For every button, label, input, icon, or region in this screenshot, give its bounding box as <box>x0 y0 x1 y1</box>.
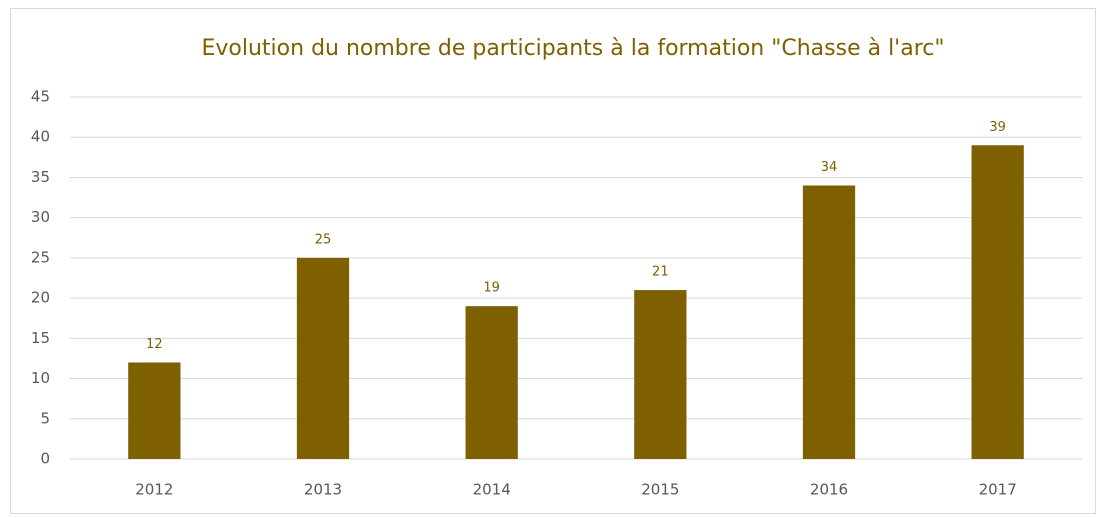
y-tick-label: 45 <box>31 88 50 106</box>
data-label: 21 <box>652 265 669 280</box>
data-label: 34 <box>821 160 838 175</box>
x-tick-label: 2013 <box>304 481 342 499</box>
y-tick-label: 20 <box>31 289 50 307</box>
x-tick-label: 2015 <box>641 481 679 499</box>
data-label: 12 <box>146 337 163 352</box>
bar <box>634 290 687 459</box>
bar <box>128 362 181 459</box>
bar <box>296 257 350 459</box>
bar <box>465 306 518 459</box>
y-tick-label: 25 <box>31 248 50 266</box>
bar <box>971 145 1024 459</box>
chart-border <box>10 8 1096 514</box>
bar <box>802 185 856 459</box>
y-tick-label: 30 <box>31 208 50 226</box>
data-label: 19 <box>483 281 500 296</box>
x-tick-label: 2014 <box>473 481 511 499</box>
x-tick-label: 2012 <box>135 481 173 499</box>
data-label: 39 <box>989 120 1006 135</box>
chart-title: Evolution du nombre de participants à la… <box>202 36 945 61</box>
y-tick-label: 40 <box>31 128 50 146</box>
y-tick-label: 5 <box>40 409 50 427</box>
y-tick-label: 10 <box>31 369 50 387</box>
data-label: 25 <box>315 232 332 247</box>
x-tick-label: 2017 <box>979 481 1017 499</box>
y-tick-label: 0 <box>40 450 50 468</box>
x-tick-label: 2016 <box>810 481 848 499</box>
y-tick-label: 35 <box>31 168 50 186</box>
y-tick-label: 15 <box>31 329 50 347</box>
